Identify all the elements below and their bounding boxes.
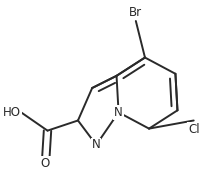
Text: Br: Br <box>129 6 142 19</box>
Text: N: N <box>92 138 101 151</box>
Text: HO: HO <box>3 106 21 119</box>
Text: O: O <box>41 157 50 170</box>
Text: N: N <box>114 106 123 119</box>
Text: Cl: Cl <box>188 122 199 136</box>
